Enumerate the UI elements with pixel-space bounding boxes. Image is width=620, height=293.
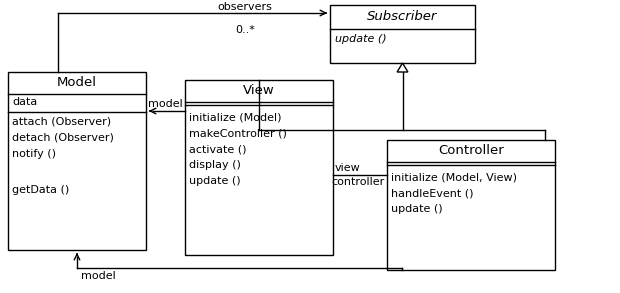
Text: display (): display () [189, 160, 241, 170]
Text: Subscriber: Subscriber [367, 11, 438, 23]
Text: Model: Model [57, 76, 97, 89]
Bar [330, 5, 475, 63]
Text: initialize (Model, View): initialize (Model, View) [391, 172, 517, 182]
Text: observers: observers [218, 2, 272, 12]
Bar [8, 72, 146, 250]
Text: view: view [335, 163, 361, 173]
Text: activate (): activate () [189, 144, 247, 154]
Text: 0..*: 0..* [235, 25, 255, 35]
Text: makeController (): makeController () [189, 128, 287, 138]
Bar [185, 80, 333, 255]
Text: update (): update () [189, 176, 241, 186]
Polygon shape [397, 63, 408, 72]
Text: initialize (Model): initialize (Model) [189, 112, 281, 122]
Text: View: View [243, 84, 275, 98]
Text: getData (): getData () [12, 185, 69, 195]
Text: controller: controller [332, 177, 385, 187]
Text: detach (Observer): detach (Observer) [12, 133, 114, 143]
Text: data: data [12, 97, 37, 107]
Text: handleEvent (): handleEvent () [391, 188, 474, 198]
Bar [387, 140, 555, 270]
Text: notify (): notify () [12, 149, 56, 159]
Text: update (): update () [391, 204, 443, 214]
Text: Controller: Controller [438, 144, 504, 158]
Text: model: model [81, 271, 116, 281]
Text: attach (Observer): attach (Observer) [12, 117, 111, 127]
Text: model: model [148, 99, 183, 109]
Text: update (): update () [335, 34, 387, 44]
